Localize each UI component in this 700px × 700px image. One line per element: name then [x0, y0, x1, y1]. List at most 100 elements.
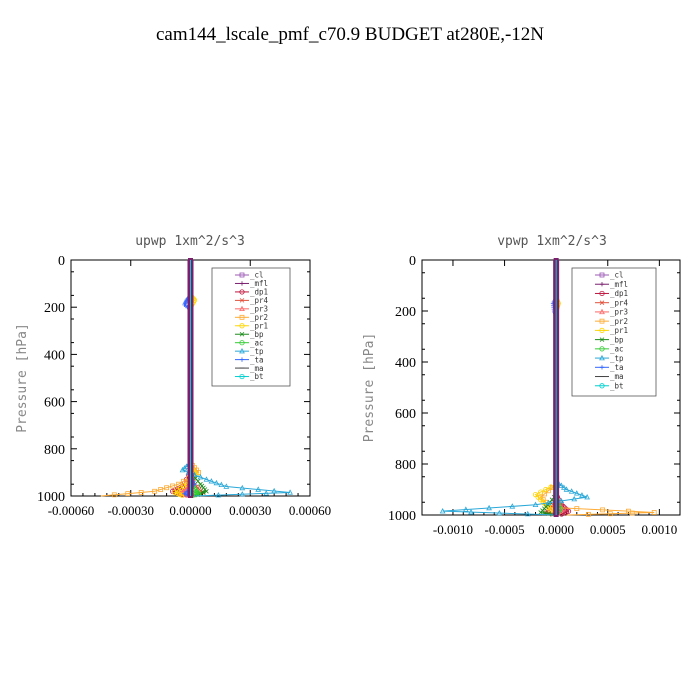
- panel-2-series-point: [486, 504, 492, 511]
- panel-2-series-point: [600, 507, 605, 513]
- panel-1-series-point: [208, 478, 215, 484]
- panel-2-legend-label: _pr4: [610, 298, 629, 307]
- panel-2-y-tick-label: 600: [395, 407, 416, 422]
- panel-1-series-point: [223, 483, 230, 489]
- panel-2-series-point: [538, 510, 543, 515]
- panel-1-series-point: [181, 478, 186, 484]
- panel-1-series-point: [171, 489, 178, 496]
- panel-1: upwp 1xm^2/s^3 Pressure [hPa] 0 200 400 600 80…: [15, 234, 331, 518]
- panel-1-series-point: [197, 473, 204, 480]
- panel-2-legend-marker: [599, 282, 605, 287]
- panel-2-series-point: [629, 510, 635, 516]
- panel-1-series-point: [204, 488, 209, 494]
- panel-1-legend-marker: [239, 298, 245, 303]
- figure-title: cam144_lscale_pmf_c70.9 BUDGET at280E,-1…: [156, 24, 544, 45]
- panel-2-series-point: [558, 497, 565, 504]
- panel-2-legend-marker: [599, 383, 605, 389]
- panel-2-series-point: [579, 492, 585, 498]
- panel-2-series-point: [542, 491, 547, 497]
- panel-2-y-tick-label: 1000: [388, 509, 416, 524]
- panel-2-legend-marker: [599, 290, 605, 297]
- panel-1-legend-marker: [239, 357, 245, 362]
- panel-2-y-tick-label: 800: [395, 458, 416, 473]
- panel-2-title: vpwp 1xm^2/s^3: [497, 234, 607, 249]
- panel-1-x-tick-label: 0.00030: [229, 503, 271, 518]
- panel-2-legend-label: _pr2: [610, 317, 628, 326]
- panel-2-x-tick-label: 0.0005: [590, 522, 626, 537]
- panel-2-series-point: [565, 508, 572, 514]
- panel-1-series-point: [138, 490, 144, 495]
- panel-1-series-point: [255, 486, 262, 492]
- panel-1-series-point: [176, 481, 181, 487]
- panel-2-legend-label: _bp: [610, 335, 624, 344]
- panel-1-title: upwp 1xm^2/s^3: [135, 234, 245, 249]
- panel-2-legend-marker: [599, 346, 605, 352]
- panel-1-series-point: [201, 490, 206, 495]
- panel-1-x-tick-label: 0.00000: [169, 503, 211, 518]
- panel-1-legend-marker: [239, 305, 245, 312]
- panel-2-series-point: [574, 506, 580, 512]
- panel-2-series-point: [524, 510, 531, 517]
- panel-2-y-tick-label: 200: [395, 305, 416, 320]
- panel-2-legend-marker: [599, 272, 605, 278]
- panel-2-series-point: [563, 509, 569, 515]
- panel-2-series-point: [584, 494, 590, 500]
- panel-2-series-point: [651, 510, 657, 515]
- panel-2-legend-label: _dp1: [610, 289, 628, 298]
- panel-1-x-tick-label: 0.00060: [289, 503, 331, 518]
- panel-2-legend: _cl_mfl_dp1_pr4_pr3_pr2_pr1_bp_ac_tp_ta_…: [571, 267, 657, 397]
- panel-1-series-point: [215, 491, 222, 498]
- panel-1-x-tick-label: -0.00030: [107, 503, 154, 518]
- panel-2-legend-marker: [599, 327, 605, 333]
- panel-1-legend: _cl_mfl_dp1_pr4_pr3_pr2_pr1_bp_ac_tp_ta_…: [211, 267, 291, 387]
- panel-1-legend-marker: [239, 348, 245, 354]
- panel-2-legend-marker: [599, 308, 605, 315]
- panel-2-legend-marker: [599, 300, 605, 305]
- panel-1-legend-marker: [239, 272, 245, 278]
- panel-2-series-point: [586, 511, 591, 517]
- panel-2-series-point: [538, 489, 544, 495]
- panel-1-series-point: [203, 476, 210, 482]
- panel-2-series-point: [563, 486, 570, 492]
- panel-1-legend-marker: [239, 281, 245, 286]
- panel-1-legend-label: _pr2: [250, 313, 268, 322]
- panel-2-y-tick-label: 400: [395, 356, 416, 371]
- panel-1-legend-label: _pr4: [250, 296, 269, 305]
- panel-2-y-axis-label: Pressure [hPa]: [362, 333, 377, 443]
- panel-1-series-point: [263, 490, 270, 496]
- panel-2-series-point: [558, 482, 565, 488]
- panel-2: vpwp 1xm^2/s^3 Pressure [hPa] 0 200 400 600 80…: [362, 234, 681, 537]
- panel-1-legend-label: _cl: [250, 271, 264, 280]
- panel-1-y-axis-label: Pressure [hPa]: [15, 323, 30, 433]
- panel-1-y-tick-label: 800: [44, 443, 65, 458]
- panel-1-series-point: [158, 487, 164, 492]
- panel-1-series-point: [239, 484, 246, 491]
- panel-1-series-point: [218, 481, 225, 487]
- panel-2-legend-label: _pr3: [610, 308, 628, 317]
- panel-2-legend-label: _mfl: [610, 280, 628, 289]
- panel-1-series-point: [125, 491, 131, 497]
- panel-2-series-point: [462, 506, 469, 512]
- panel-1-series-point: [176, 491, 183, 497]
- panel-1-series-point: [179, 466, 186, 473]
- panel-1-legend-label: _ma: [250, 364, 264, 373]
- panel-2-series-point: [509, 503, 516, 509]
- panel-2-series-point: [561, 510, 567, 516]
- panel-1-legend-label: _ta: [250, 355, 264, 364]
- panel-1-series-point: [152, 488, 158, 494]
- panel-2-series-point: [439, 508, 446, 514]
- panel-1-series-point: [287, 489, 293, 495]
- panel-2-series-point: [568, 488, 575, 494]
- panel-1-legend-marker: [239, 331, 245, 337]
- panel-1-legend-label: _mfl: [250, 279, 268, 288]
- panel-2-legend-label: _ma: [610, 372, 624, 381]
- panel-2-series-point: [573, 490, 580, 496]
- panel-2-legend-marker: [599, 354, 605, 361]
- panel-1-legend-box: [211, 267, 291, 387]
- panel-2-legend-box: [571, 267, 657, 397]
- panel-1-y-tick-label: 600: [44, 396, 65, 411]
- panel-2-series-point: [532, 501, 539, 507]
- panel-2-series-point: [496, 509, 503, 516]
- panel-1-legend-label: _dp1: [250, 288, 268, 297]
